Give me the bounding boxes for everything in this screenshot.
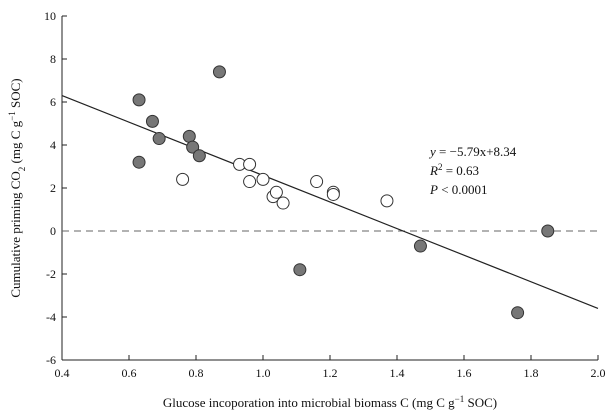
data-point [192, 149, 206, 163]
y-tick-label: 8 [50, 52, 56, 66]
data-point [269, 185, 283, 199]
data-point [212, 65, 226, 79]
label-part: −1 [455, 394, 465, 404]
data-point [541, 224, 555, 238]
data-point [326, 187, 340, 201]
label-part: = −5.79x+8.34 [436, 144, 517, 159]
label-part: < 0.0001 [438, 182, 488, 197]
x-tick-label: 1.8 [524, 366, 539, 380]
data-point [182, 129, 196, 143]
y-axis-label: Cumulative priming CO2 (mg C g−1 SOC) [7, 78, 27, 297]
data-point [293, 263, 307, 277]
label-part: SOC) [8, 78, 23, 111]
data-point [511, 306, 525, 320]
data-point [413, 239, 427, 253]
data-point [186, 140, 200, 154]
y-tick-label: 4 [50, 138, 56, 152]
label-part: Glucose incoporation into microbial biom… [163, 395, 455, 410]
label-part: P [429, 182, 438, 197]
y-tick-label: -4 [46, 310, 56, 324]
data-point [243, 157, 257, 171]
label-part: Cumulative priming CO [8, 171, 23, 297]
label-part: y [428, 144, 436, 159]
annotation: y = −5.79x+8.34 [428, 144, 517, 159]
label-part: 2 [438, 162, 443, 172]
x-tick-label: 1.4 [390, 366, 405, 380]
label-part: = 0.63 [442, 163, 479, 178]
x-tick-label: 1.6 [457, 366, 472, 380]
x-tick-label: 0.4 [55, 366, 70, 380]
data-point [176, 172, 190, 186]
data-point [380, 194, 394, 208]
annotation: P < 0.0001 [429, 182, 488, 197]
x-tick-label: 1.0 [256, 366, 271, 380]
x-axis-label: Glucose incoporation into microbial biom… [163, 394, 497, 410]
y-tick-label: 10 [44, 9, 56, 23]
y-tick-label: 0 [50, 224, 56, 238]
y-tick-label: 6 [50, 95, 56, 109]
y-tick-label: 2 [50, 181, 56, 195]
fit-line [61, 94, 599, 309]
label-part: (mg C g [8, 120, 23, 166]
x-tick-label: 0.8 [189, 366, 204, 380]
data-point [256, 172, 270, 186]
y-tick-label: -6 [46, 353, 56, 367]
annotation: R2 = 0.63 [429, 162, 479, 178]
label-part: 2 [17, 167, 27, 172]
data-point [145, 114, 159, 128]
x-tick-label: 0.6 [122, 366, 137, 380]
x-tick-label: 2.0 [591, 366, 606, 380]
label-part: SOC) [464, 395, 497, 410]
data-point [132, 93, 146, 107]
label-part: −1 [7, 111, 17, 121]
label-part: R [429, 163, 438, 178]
x-tick-label: 1.2 [323, 366, 338, 380]
data-point [276, 196, 290, 210]
y-tick-label: -2 [46, 267, 56, 281]
data-point [152, 132, 166, 146]
data-point [132, 155, 146, 169]
data-point [243, 175, 257, 189]
data-point [310, 175, 324, 189]
